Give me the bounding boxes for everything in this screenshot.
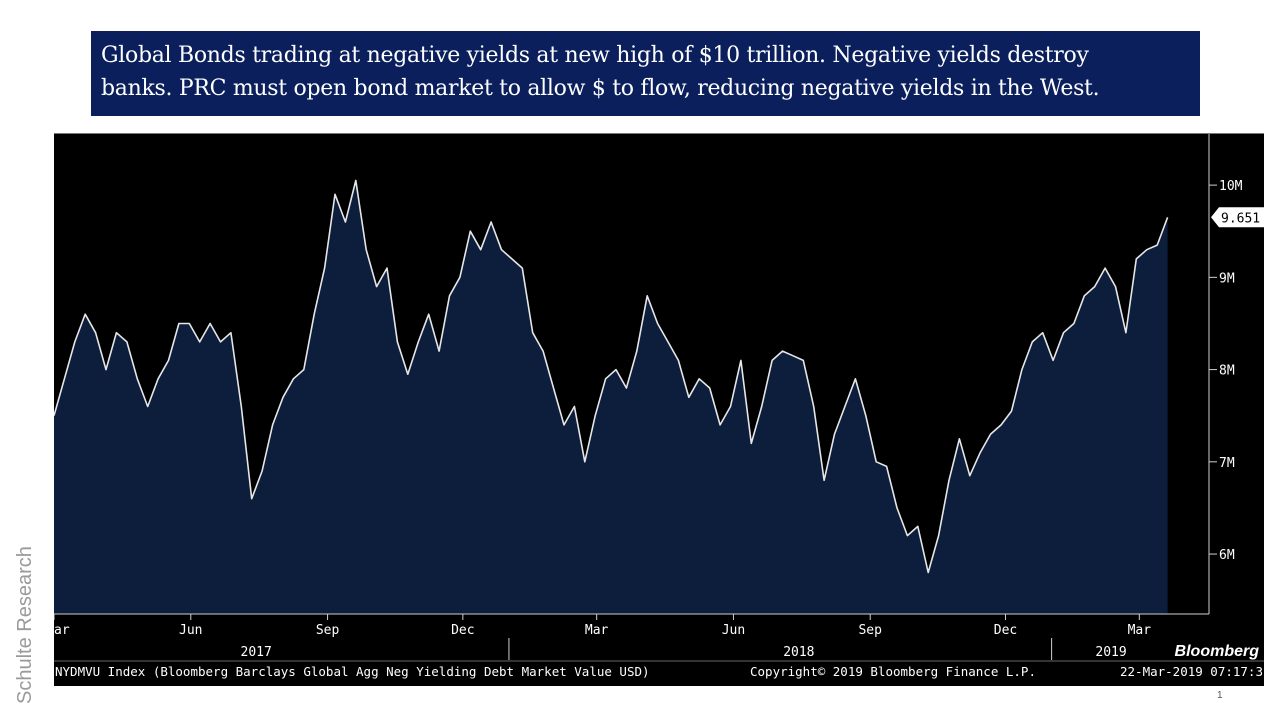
- chart-frame: 6M 7M 8M 9M 10M 9.651 ar Jun Sep Dec Mar Jun Sep Dec M…: [54, 133, 1264, 686]
- year-label: 2017: [241, 645, 272, 660]
- slide-title-line-1: Global Bonds trading at negative yields …: [101, 43, 1089, 68]
- footer-copyright: Copyright© 2019 Bloomberg Finance L.P.: [750, 664, 1036, 679]
- series-area-fill: [54, 180, 1168, 614]
- year-label: 2019: [1095, 645, 1126, 660]
- footer-timestamp: 22-Mar-2019 07:17:3: [1120, 664, 1263, 679]
- y-tick-label: 9M: [1219, 271, 1235, 286]
- y-tick-label: 7M: [1219, 456, 1235, 471]
- side-watermark-label: Schulte Research: [14, 546, 36, 704]
- y-tick-label: 6M: [1219, 548, 1235, 563]
- x-tick-label: Sep: [858, 623, 882, 638]
- last-value-label: 9.651: [1221, 211, 1260, 226]
- x-tick-label: Jun: [179, 623, 202, 638]
- y-tick-label: 8M: [1219, 364, 1235, 379]
- bloomberg-brand: Bloomberg: [1175, 643, 1260, 660]
- x-tick-label: Dec: [451, 623, 474, 638]
- slide-title-line-2: banks. PRC must open bond market to allo…: [101, 76, 1100, 101]
- x-tick-label: Dec: [994, 623, 1017, 638]
- x-tick-label: Mar: [1128, 623, 1152, 638]
- footer-index-description: NYDMVU Index (Bloomberg Barclays Global …: [55, 664, 650, 679]
- series-line: [54, 179, 1169, 574]
- slide-title-box: Global Bonds trading at negative yields …: [91, 31, 1200, 116]
- page-number: 1: [1217, 690, 1223, 701]
- x-tick-label: Mar: [585, 623, 609, 638]
- x-tick-label: Jun: [722, 623, 745, 638]
- bloomberg-area-chart: 6M 7M 8M 9M 10M 9.651 ar Jun Sep Dec Mar Jun Sep Dec M…: [54, 134, 1264, 679]
- year-label: 2018: [783, 645, 814, 660]
- x-tick-label: Sep: [316, 623, 340, 638]
- last-value-tag: [1211, 207, 1264, 228]
- x-tick-label: ar: [54, 623, 70, 638]
- y-tick-label: 10M: [1219, 179, 1243, 194]
